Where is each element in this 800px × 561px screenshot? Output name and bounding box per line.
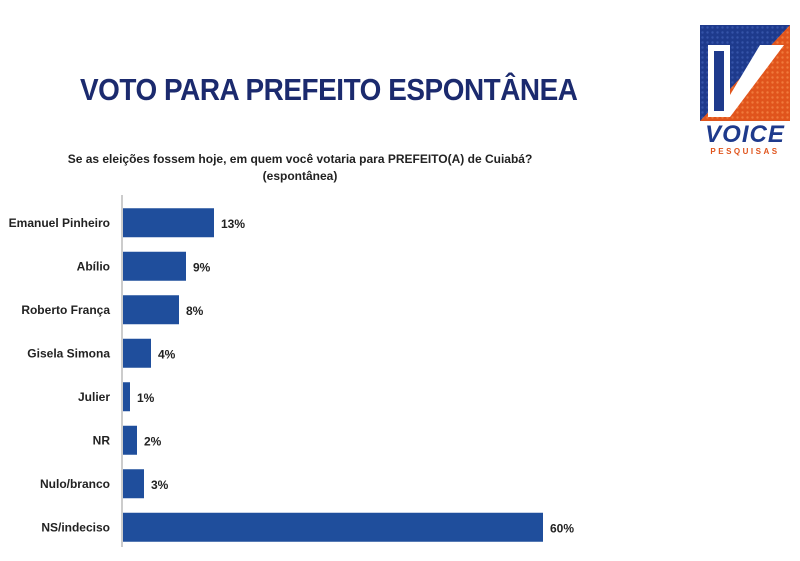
category-label: Nulo/branco	[40, 477, 110, 491]
category-label: NR	[93, 433, 111, 447]
data-label: 2%	[144, 434, 162, 448]
category-label: Abílio	[77, 259, 110, 273]
logo-tagline: PESQUISAS	[710, 147, 780, 156]
category-label: Roberto França	[21, 303, 110, 317]
bar	[123, 469, 144, 499]
data-label: 4%	[158, 347, 176, 361]
category-label: Gisela Simona	[27, 346, 110, 360]
bar	[123, 208, 214, 238]
bar	[123, 338, 151, 368]
bar	[123, 425, 137, 455]
bar	[123, 382, 130, 412]
bar	[123, 512, 543, 542]
data-label: 8%	[186, 304, 204, 318]
category-label: Emanuel Pinheiro	[9, 216, 110, 230]
bar-chart: Emanuel Pinheiro 13% Abílio 9% Roberto Franç…	[9, 195, 574, 547]
logo-wordmark: VOICE	[705, 121, 785, 148]
bar	[123, 251, 186, 281]
question-note: (espontânea)	[262, 169, 338, 183]
bar	[123, 295, 179, 325]
survey-question: Se as eleições fossem hoje, em quem você…	[0, 151, 600, 185]
category-label: NS/indeciso	[41, 520, 110, 534]
voice-logo: VOICE PESQUISAS	[700, 25, 790, 157]
voice-logo-mark	[700, 25, 790, 121]
page-title: VOTO PARA PREFEITO ESPONTÂNEA	[80, 72, 578, 107]
data-label: 60%	[550, 521, 574, 535]
category-label: Julier	[78, 390, 110, 404]
question-text: Se as eleições fossem hoje, em quem você…	[67, 152, 533, 166]
data-label: 3%	[151, 478, 169, 492]
data-label: 13%	[221, 217, 245, 231]
data-label: 9%	[193, 260, 211, 274]
data-label: 1%	[137, 391, 155, 405]
